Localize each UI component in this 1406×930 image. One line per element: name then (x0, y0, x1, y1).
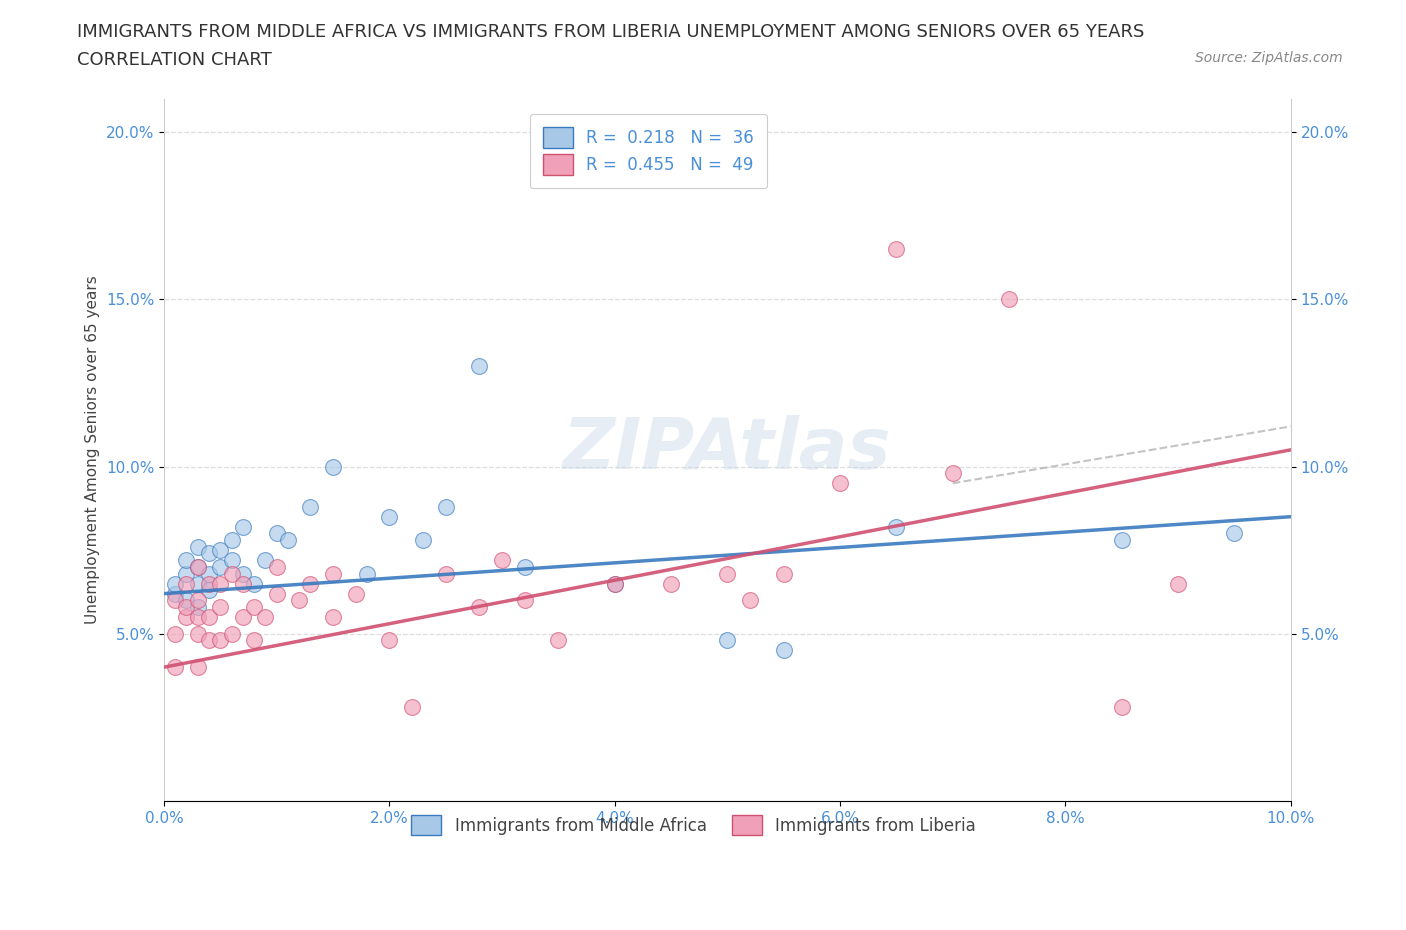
Point (198, 546, 221, 561)
Point (165, 592, 187, 607)
Point (603, 577, 626, 591)
Point (468, 359, 491, 374)
Text: IMMIGRANTS FROM MIDDLE AFRICA VS IMMIGRANTS FROM LIBERIA UNEMPLOYMENT AMONG SENI: IMMIGRANTS FROM MIDDLE AFRICA VS IMMIGRA… (77, 23, 1144, 41)
Point (243, 633, 266, 648)
Point (513, 560, 536, 575)
Point (165, 586, 187, 601)
Point (198, 609, 221, 624)
Point (198, 566, 221, 581)
Point (176, 592, 198, 607)
Point (828, 476, 851, 491)
Point (491, 552, 513, 567)
Point (187, 609, 209, 624)
Point (209, 577, 232, 591)
Point (176, 609, 198, 624)
Point (1223, 526, 1246, 541)
Point (299, 499, 322, 514)
Point (378, 510, 401, 525)
Point (165, 577, 187, 591)
Point (187, 659, 209, 674)
Point (243, 577, 266, 591)
Point (998, 292, 1021, 307)
Point (322, 609, 344, 624)
Point (603, 577, 626, 591)
Point (322, 566, 344, 581)
Point (322, 459, 344, 474)
Point (209, 633, 232, 648)
Point (412, 533, 434, 548)
Point (187, 577, 209, 591)
Point (513, 592, 536, 607)
Point (266, 526, 288, 541)
Point (198, 583, 221, 598)
Point (434, 566, 457, 581)
Point (1111, 533, 1133, 548)
Point (1111, 700, 1133, 715)
Point (165, 659, 187, 674)
Point (401, 700, 423, 715)
Point (187, 539, 209, 554)
Point (243, 600, 266, 615)
Point (738, 592, 761, 607)
Point (198, 633, 221, 648)
Point (209, 600, 232, 615)
Point (232, 577, 254, 591)
Point (772, 643, 794, 658)
Point (356, 566, 378, 581)
Point (277, 533, 299, 548)
Point (187, 560, 209, 575)
Point (232, 519, 254, 534)
Y-axis label: Unemployment Among Seniors over 65 years: Unemployment Among Seniors over 65 years (86, 275, 100, 624)
Point (434, 499, 457, 514)
Point (187, 592, 209, 607)
Point (176, 600, 198, 615)
Point (942, 466, 965, 481)
Point (221, 566, 243, 581)
Point (886, 242, 908, 257)
Point (254, 552, 277, 567)
Point (187, 626, 209, 641)
Point (221, 552, 243, 567)
Text: Source: ZipAtlas.com: Source: ZipAtlas.com (1195, 51, 1343, 65)
Point (659, 577, 682, 591)
Point (266, 560, 288, 575)
Point (547, 633, 569, 648)
Legend: Immigrants from Middle Africa, Immigrants from Liberia: Immigrants from Middle Africa, Immigrant… (398, 802, 988, 849)
Point (198, 577, 221, 591)
Point (772, 566, 794, 581)
Point (221, 626, 243, 641)
Point (886, 519, 908, 534)
Point (232, 609, 254, 624)
Point (221, 533, 243, 548)
Point (288, 592, 311, 607)
Point (165, 626, 187, 641)
Point (299, 577, 322, 591)
Point (209, 560, 232, 575)
Point (187, 560, 209, 575)
Point (716, 566, 738, 581)
Point (187, 600, 209, 615)
Text: ZIPAtlas: ZIPAtlas (562, 416, 891, 485)
Point (378, 633, 401, 648)
Point (254, 609, 277, 624)
Point (1167, 577, 1189, 591)
Point (344, 586, 367, 601)
Point (209, 543, 232, 558)
Text: CORRELATION CHART: CORRELATION CHART (77, 51, 273, 69)
Point (176, 566, 198, 581)
Point (176, 552, 198, 567)
Point (468, 600, 491, 615)
Point (266, 586, 288, 601)
Point (716, 633, 738, 648)
Point (176, 577, 198, 591)
Point (232, 566, 254, 581)
